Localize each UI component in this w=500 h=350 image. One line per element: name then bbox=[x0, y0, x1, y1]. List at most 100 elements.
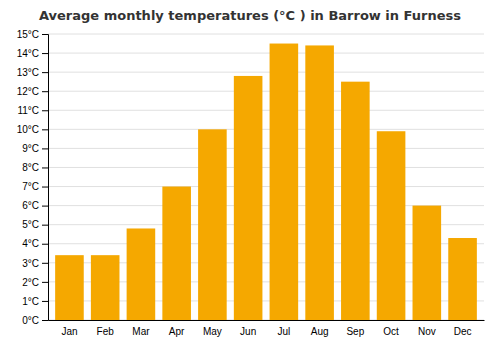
tick-mark bbox=[42, 320, 48, 321]
tick-label: 11°C bbox=[17, 105, 39, 116]
tick-label: May bbox=[203, 326, 222, 337]
tick: Nov bbox=[418, 326, 436, 337]
tick: Jul bbox=[277, 326, 290, 337]
tick: Dec bbox=[454, 326, 472, 337]
bar bbox=[234, 76, 263, 320]
bar bbox=[55, 255, 84, 320]
tick-label: Dec bbox=[454, 326, 472, 337]
tick-label: 4°C bbox=[22, 238, 39, 249]
tick-mark bbox=[42, 167, 48, 168]
tick-label: 10°C bbox=[17, 124, 39, 135]
tick-label: Oct bbox=[383, 326, 399, 337]
tick-label: 13°C bbox=[17, 67, 39, 78]
tick-label: 2°C bbox=[22, 277, 39, 288]
tick-mark bbox=[42, 282, 48, 283]
tick-label: Apr bbox=[169, 326, 185, 337]
tick-label: Jan bbox=[61, 326, 77, 337]
tick-mark bbox=[42, 301, 48, 302]
tick-label: Mar bbox=[132, 326, 150, 337]
tick: Apr bbox=[169, 326, 185, 337]
tick: 4°C bbox=[22, 238, 48, 249]
tick-mark bbox=[42, 34, 48, 35]
tick-mark bbox=[42, 72, 48, 73]
tick: 9°C bbox=[22, 143, 48, 154]
tick-label: Feb bbox=[97, 326, 115, 337]
axis-line bbox=[42, 35, 49, 321]
title: Average monthly temperatures (°C ) in Ba… bbox=[39, 8, 461, 23]
tick-label: 1°C bbox=[22, 296, 39, 307]
bar bbox=[305, 45, 334, 320]
tick-label: Jul bbox=[277, 326, 290, 337]
bar bbox=[127, 228, 156, 320]
tick-mark bbox=[42, 129, 48, 130]
tick: 7°C bbox=[22, 181, 48, 192]
bar bbox=[162, 187, 191, 320]
tick: 14°C bbox=[17, 48, 48, 59]
tick-label: 15°C bbox=[17, 29, 39, 40]
plot-area: 0°C 1°C 2°C 3°C 4°C 5°C 6°C 7°C 8°C 9°C 10°C 11°C 12… bbox=[17, 29, 485, 337]
grid-line bbox=[48, 72, 484, 73]
tick-label: 12°C bbox=[17, 86, 39, 97]
tick-label: 0°C bbox=[22, 315, 39, 326]
bar bbox=[413, 206, 442, 320]
grid bbox=[48, 34, 484, 320]
tick-mark bbox=[42, 225, 48, 226]
bar bbox=[341, 82, 370, 320]
tick-label: 6°C bbox=[22, 200, 39, 211]
tick: 11°C bbox=[17, 105, 48, 116]
tick-label: 8°C bbox=[22, 162, 39, 173]
grid-line bbox=[48, 110, 484, 111]
tick: 5°C bbox=[22, 219, 48, 230]
tick: 3°C bbox=[22, 258, 48, 269]
tick-label: 9°C bbox=[22, 143, 39, 154]
tick-mark bbox=[42, 91, 48, 92]
grid-line bbox=[48, 53, 484, 54]
y-axis: 0°C 1°C 2°C 3°C 4°C 5°C 6°C 7°C 8°C 9°C 10°C 11°C 12… bbox=[17, 29, 49, 326]
tick-label: Jun bbox=[240, 326, 256, 337]
tick-label: 5°C bbox=[22, 219, 39, 230]
grid-line bbox=[48, 167, 484, 168]
tick: 0°C bbox=[22, 315, 48, 326]
tick: 13°C bbox=[17, 67, 48, 78]
grid-line bbox=[48, 148, 484, 149]
tick-mark bbox=[42, 206, 48, 207]
grid-line bbox=[48, 91, 484, 92]
tick: 6°C bbox=[22, 200, 48, 211]
tick: Sep bbox=[346, 326, 364, 337]
bar bbox=[270, 44, 299, 320]
tick: 15°C bbox=[17, 29, 48, 40]
bar bbox=[198, 129, 227, 320]
tick: Oct bbox=[383, 326, 399, 337]
bar bbox=[448, 238, 477, 320]
tick: 2°C bbox=[22, 277, 48, 288]
tick-label: 14°C bbox=[17, 48, 39, 59]
axis-line bbox=[49, 320, 485, 321]
tick: 8°C bbox=[22, 162, 48, 173]
x-axis: Jan Feb Mar Apr May Jun Jul Aug Sep Oct Nov Dec bbox=[49, 321, 485, 338]
grid-line bbox=[48, 186, 484, 187]
tick-mark bbox=[42, 148, 48, 149]
tick-mark bbox=[42, 110, 48, 111]
tick-label: Aug bbox=[311, 326, 329, 337]
tick-mark bbox=[42, 263, 48, 264]
tick: 10°C bbox=[17, 124, 48, 135]
tick-label: 3°C bbox=[22, 258, 39, 269]
tick-mark bbox=[42, 187, 48, 188]
grid-line bbox=[48, 129, 484, 130]
bars bbox=[55, 44, 477, 320]
tick: May bbox=[203, 326, 222, 337]
tick-label: Sep bbox=[346, 326, 364, 337]
tick-mark bbox=[42, 244, 48, 245]
tick: Jan bbox=[61, 326, 77, 337]
grid-line bbox=[48, 34, 484, 35]
bar bbox=[377, 131, 406, 320]
tick-label: 7°C bbox=[22, 181, 39, 192]
tick-label: Nov bbox=[418, 326, 436, 337]
tick: Mar bbox=[132, 326, 150, 337]
tick: 12°C bbox=[17, 86, 48, 97]
tick: 1°C bbox=[22, 296, 48, 307]
tick-mark bbox=[42, 53, 48, 54]
bar bbox=[91, 255, 120, 320]
tick: Aug bbox=[311, 326, 329, 337]
tick: Feb bbox=[97, 326, 115, 337]
